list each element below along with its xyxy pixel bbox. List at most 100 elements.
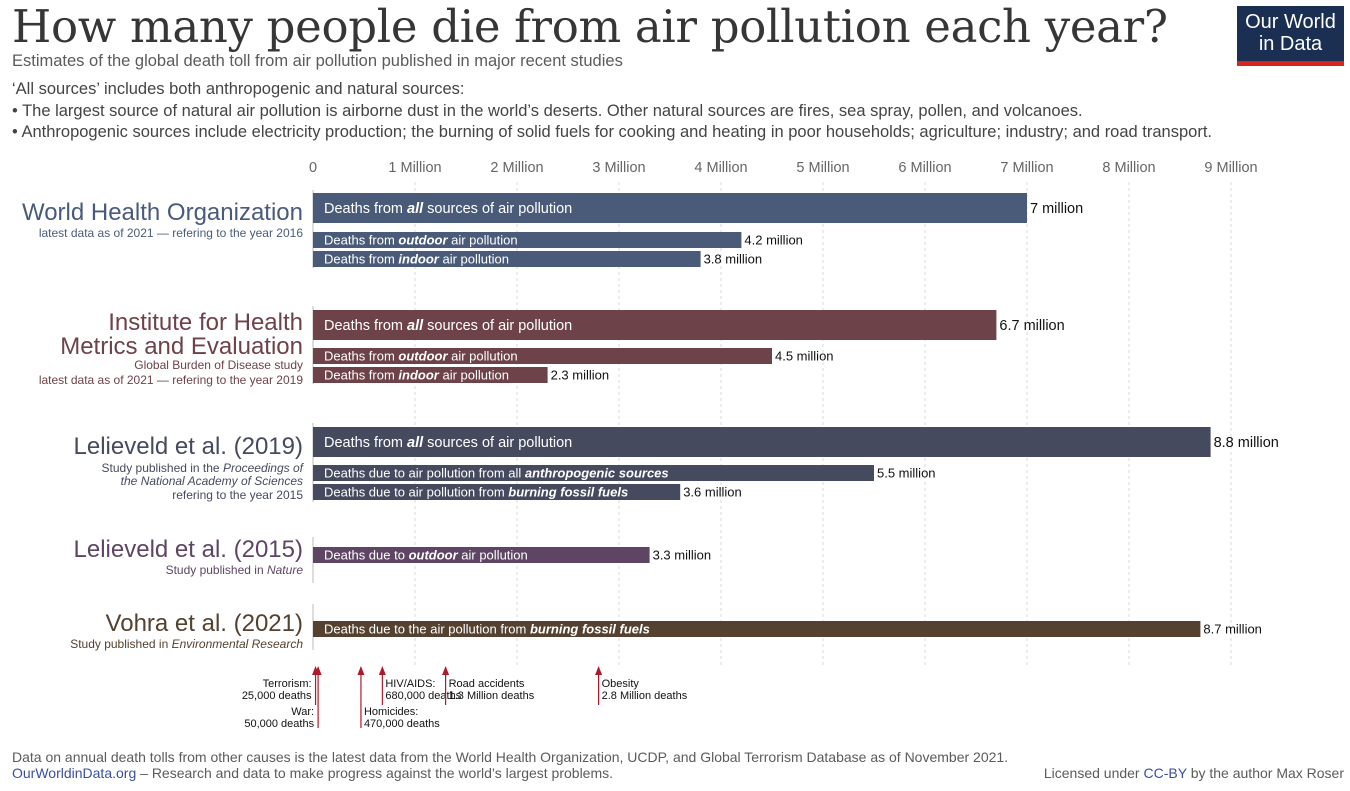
group-1-bar-0-label-run-0: Deaths from bbox=[324, 318, 407, 334]
x-tick-label-0: 0 bbox=[309, 160, 317, 176]
group-2-name-line-0: Lelieveld et al. (2019) bbox=[74, 433, 303, 460]
group-1-bar-0-label: Deaths from all sources of air pollution bbox=[324, 318, 572, 334]
group-2-bar-2-label: Deaths due to air pollution from burning… bbox=[324, 485, 628, 500]
comparison-5-arrowhead bbox=[595, 666, 603, 675]
group-4-bar-0-label-run-0: Deaths due to the air pollution from bbox=[324, 622, 530, 637]
group-4-bar-0-label-run-1: burning fossil fuels bbox=[530, 622, 650, 637]
comparison-1-cause: War: bbox=[291, 706, 314, 718]
group-1-bar-0-value: 6.7 million bbox=[999, 318, 1064, 334]
owid-logo[interactable]: Our World in Data bbox=[1237, 6, 1344, 66]
group-0-bar-0-label-run-0: Deaths from bbox=[324, 201, 407, 217]
group-0-bar-2-label-run-0: Deaths from bbox=[324, 252, 398, 267]
footer-license: Licensed under CC-BY by the author Max R… bbox=[1044, 765, 1344, 781]
group-0-bar-1-label-run-0: Deaths from bbox=[324, 233, 398, 248]
comparison-1-arrowhead bbox=[314, 666, 322, 675]
logo-line-1: Our World bbox=[1245, 11, 1336, 33]
comparison-4-deaths: 1.3 Million deaths bbox=[449, 690, 535, 702]
x-tick-label-9: 9 Million bbox=[1204, 160, 1257, 176]
note-line-1: ‘All sources’ includes both anthropogeni… bbox=[12, 80, 465, 98]
group-0-bar-2-label: Deaths from indoor air pollution bbox=[324, 252, 509, 267]
group-1-bar-1-label: Deaths from outdoor air pollution bbox=[324, 349, 518, 364]
comparison-2-arrowhead bbox=[357, 666, 365, 675]
group-1-bar-2-label-run-0: Deaths from bbox=[324, 368, 398, 383]
group-2-desc-line-2: refering to the year 2015 bbox=[172, 488, 303, 502]
group-0-desc-line-0-run-0: latest data as of 2021 — refering to the… bbox=[39, 226, 303, 240]
group-2-bar-1 bbox=[313, 465, 874, 481]
group-2-bar-0 bbox=[313, 427, 1211, 457]
group-1-desc-line-1-run-0: latest data as of 2021 — refering to the… bbox=[39, 373, 303, 387]
group-4-name-line-0: Vohra et al. (2021) bbox=[106, 610, 303, 637]
group-3-bar-0-label-run-0: Deaths due to bbox=[324, 548, 409, 563]
group-3-name-line-0: Lelieveld et al. (2015) bbox=[74, 536, 303, 563]
group-1-bar-1-label-run-0: Deaths from bbox=[324, 349, 398, 364]
comparison-4-cause: Road accidents bbox=[449, 678, 525, 690]
group-3-desc-line-0-run-1: Nature bbox=[267, 563, 303, 577]
group-4-bar-0-label: Deaths due to the air pollution from bur… bbox=[324, 622, 650, 637]
group-1-bar-0-label-run-2: sources of air pollution bbox=[423, 318, 572, 334]
group-3-bar-0-label-run-1: outdoor bbox=[409, 548, 459, 563]
group-2-bar-0-label: Deaths from all sources of air pollution bbox=[324, 435, 572, 451]
group-1-name-line-1: Metrics and Evaluation bbox=[60, 333, 303, 360]
group-4-desc-line-0: Study published in Environmental Researc… bbox=[70, 637, 303, 651]
site-link[interactable]: OurWorldinData.org bbox=[12, 765, 137, 781]
group-0-bar-2-value: 3.8 million bbox=[704, 252, 763, 267]
comparison-0-cause: Terrorism: bbox=[263, 678, 312, 690]
group-1-bar-2 bbox=[313, 367, 548, 383]
footer-credit: OurWorldinData.org – Research and data t… bbox=[12, 765, 613, 781]
group-2-desc-line-1-run-0: the National Academy of Sciences bbox=[121, 474, 303, 488]
group-3-desc-line-0: Study published in Nature bbox=[166, 563, 304, 577]
group-3-bar-0-label-run-2: air pollution bbox=[458, 548, 528, 563]
comparison-1-deaths: 50,000 deaths bbox=[244, 718, 314, 730]
group-0-bar-0-label-run-2: sources of air pollution bbox=[423, 201, 572, 217]
group-0-bar-0-label: Deaths from all sources of air pollution bbox=[324, 201, 572, 217]
comparison-3-deaths: 680,000 deaths bbox=[385, 690, 461, 702]
group-4-desc-line-0-run-1: Environmental Research bbox=[172, 637, 304, 651]
group-1-desc-line-0: Global Burden of Disease study bbox=[134, 358, 303, 372]
group-2-bar-1-value: 5.5 million bbox=[877, 466, 936, 481]
group-2-desc-line-2-run-0: refering to the year 2015 bbox=[172, 488, 303, 502]
group-0-bar-0-label-run-1: all bbox=[407, 201, 424, 217]
license-link[interactable]: CC-BY bbox=[1143, 765, 1187, 781]
x-tick-label-7: 7 Million bbox=[1000, 160, 1053, 176]
group-2-desc-line-0: Study published in the Proceedings of bbox=[102, 461, 305, 475]
group-4-bar-0-value: 8.7 million bbox=[1203, 622, 1262, 637]
logo-line-2: in Data bbox=[1258, 33, 1323, 55]
group-2-bar-1-label-run-0: Deaths due to air pollution from all bbox=[324, 466, 525, 481]
x-tick-label-5: 5 Million bbox=[796, 160, 849, 176]
group-2-desc-line-1: the National Academy of Sciences bbox=[121, 474, 303, 488]
group-2-desc-line-0-run-0: Study published in the bbox=[102, 461, 223, 475]
group-1-bar-0 bbox=[313, 310, 997, 340]
group-0-bar-1-value: 4.2 million bbox=[744, 233, 803, 248]
comparison-0-arrowhead bbox=[312, 666, 320, 675]
x-tick-label-3: 3 Million bbox=[592, 160, 645, 176]
group-0-bar-1-label-run-2: air pollution bbox=[448, 233, 518, 248]
group-2-desc-line-0-run-1: Proceedings of bbox=[223, 461, 305, 475]
group-1-bar-1-label-run-2: air pollution bbox=[448, 349, 518, 364]
x-tick-label-1: 1 Million bbox=[388, 160, 441, 176]
group-0-bar-1-label-run-1: outdoor bbox=[398, 233, 448, 248]
comparison-2-cause: Homicides: bbox=[364, 706, 418, 718]
license-suffix: by the author Max Roser bbox=[1186, 765, 1344, 781]
group-2-bar-0-label-run-2: sources of air pollution bbox=[423, 435, 572, 451]
comparison-5-cause: Obesity bbox=[602, 678, 640, 690]
group-0-bar-2 bbox=[313, 251, 701, 267]
footer-source: Data on annual death tolls from other ca… bbox=[12, 749, 1009, 765]
group-0-bar-0 bbox=[313, 193, 1027, 223]
group-1-bar-1 bbox=[313, 348, 772, 364]
group-0-bar-2-label-run-2: air pollution bbox=[439, 252, 509, 267]
group-2-bar-1-label: Deaths due to air pollution from all ant… bbox=[324, 466, 669, 481]
group-2-bar-2-label-run-0: Deaths due to air pollution from bbox=[324, 485, 508, 500]
group-1-name-line-0: Institute for Health bbox=[108, 309, 303, 336]
comparison-4-arrowhead bbox=[442, 666, 450, 675]
comparison-0-deaths: 25,000 deaths bbox=[242, 690, 312, 702]
group-2-bar-0-label-run-0: Deaths from bbox=[324, 435, 407, 451]
note-line-3: • Anthropogenic sources include electric… bbox=[12, 123, 1212, 141]
group-1-bar-1-value: 4.5 million bbox=[775, 349, 834, 364]
group-2-bar-1-label-run-1: anthropogenic sources bbox=[525, 466, 669, 481]
group-1-bar-2-label-run-2: air pollution bbox=[439, 368, 509, 383]
x-tick-label-6: 6 Million bbox=[898, 160, 951, 176]
group-1-desc-line-0-run-0: Global Burden of Disease study bbox=[134, 358, 303, 372]
group-1-bar-2-label-run-1: indoor bbox=[398, 368, 439, 383]
x-tick-label-2: 2 Million bbox=[490, 160, 543, 176]
group-1-bar-2-value: 2.3 million bbox=[551, 368, 610, 383]
